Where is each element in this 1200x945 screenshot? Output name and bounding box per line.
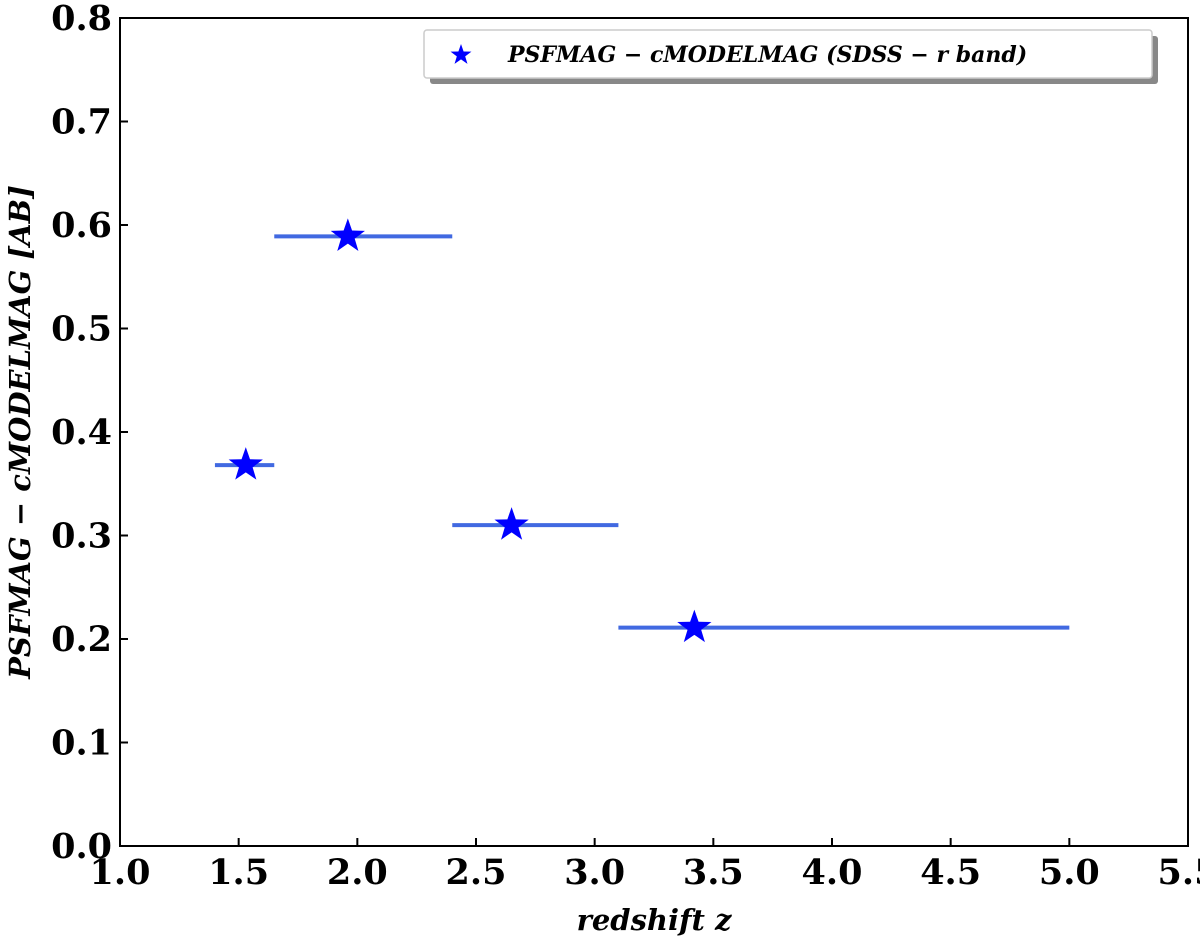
data-point-star — [228, 447, 263, 480]
y-tick-label: 0.3 — [51, 516, 112, 557]
y-tick-label: 0.0 — [51, 826, 112, 867]
legend-box — [423, 29, 1153, 79]
y-tick-label: 0.4 — [51, 412, 112, 453]
marker-group — [228, 218, 712, 643]
x-tick-label: 2.0 — [327, 852, 388, 893]
data-point-star — [677, 609, 712, 643]
legend-star-marker — [450, 44, 472, 64]
legend-entry-label: PSFMAG − cMODELMAG (SDSS − r band) — [507, 42, 1027, 68]
data-point-star — [494, 507, 529, 540]
x-axis: 1.0 1.5 2.0 2.5 3.0 3.5 4.0 4.5 5.0 5.5 — [90, 838, 1200, 893]
y-axis: 0.0 0.1 0.2 0.3 0.4 0.5 0.6 0.7 0.8 — [51, 0, 128, 867]
x-tick-label: 3.0 — [564, 852, 625, 893]
y-tick-label: 0.8 — [51, 0, 112, 39]
legend: PSFMAG − cMODELMAG (SDSS − r band) — [423, 29, 1158, 84]
x-tick-label: 5.0 — [1039, 852, 1100, 893]
x-axis-label: redshift z — [577, 903, 732, 937]
errorbar-group — [214, 234, 1070, 630]
x-tick-label: 1.5 — [208, 852, 269, 893]
x-tick-label: 1.0 — [90, 852, 151, 893]
x-tick-label: 3.5 — [683, 852, 744, 893]
y-tick-label: 0.2 — [51, 619, 112, 660]
y-axis-label: PSFMAG − cMODELMAG [AB] — [3, 185, 37, 680]
y-tick-label: 0.6 — [51, 205, 112, 246]
x-tick-label: 4.5 — [920, 852, 981, 893]
x-tick-label: 2.5 — [446, 852, 507, 893]
x-tick-label: 4.0 — [802, 852, 863, 893]
y-tick-label: 0.5 — [51, 309, 112, 350]
plot-frame — [119, 17, 1189, 847]
y-tick-label: 0.1 — [51, 723, 112, 764]
data-point-star — [330, 218, 365, 251]
y-tick-label: 0.7 — [51, 102, 112, 143]
x-tick-label: 5.5 — [1158, 852, 1200, 893]
